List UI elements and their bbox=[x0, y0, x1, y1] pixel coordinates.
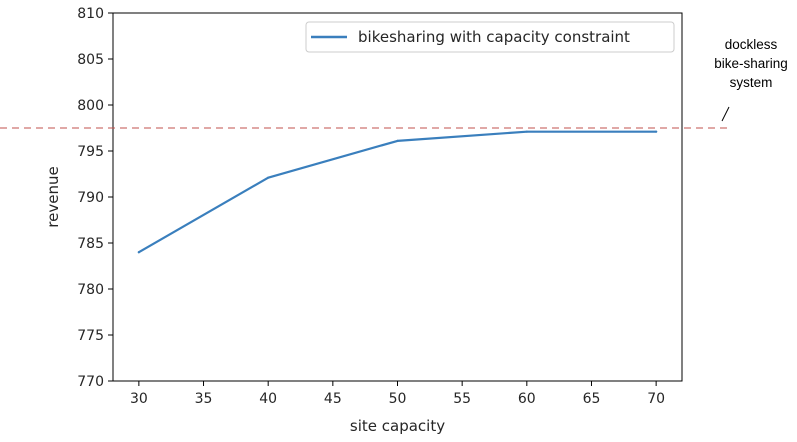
annotation-line: bike-sharing bbox=[714, 56, 788, 71]
data-point bbox=[137, 251, 140, 254]
y-tick-label: 780 bbox=[77, 282, 104, 298]
x-tick-label: 65 bbox=[583, 391, 601, 407]
data-point bbox=[525, 130, 528, 133]
x-axis-ticks: 30 35 40 45 50 55 60 65 70 bbox=[130, 381, 665, 407]
annotation-pointer bbox=[721, 106, 730, 122]
legend-box bbox=[305, 21, 675, 53]
data-point bbox=[655, 130, 658, 133]
y-tick-label: 770 bbox=[77, 374, 104, 390]
y-axis-label: revenue bbox=[44, 166, 62, 227]
x-tick-label: 30 bbox=[130, 391, 148, 407]
annotation-line: dockless bbox=[725, 37, 778, 52]
legend: bikesharing with capacity constraint bbox=[305, 21, 675, 53]
data-point bbox=[396, 139, 399, 142]
data-point bbox=[267, 176, 270, 179]
y-tick-label: 810 bbox=[77, 6, 104, 22]
x-axis-label: site capacity bbox=[350, 417, 445, 435]
x-tick-label: 40 bbox=[259, 391, 277, 407]
x-tick-label: 55 bbox=[453, 391, 471, 407]
x-tick-label: 35 bbox=[195, 391, 213, 407]
y-tick-label: 785 bbox=[77, 236, 104, 252]
series-layer bbox=[137, 130, 658, 254]
y-tick-label: 790 bbox=[77, 190, 104, 206]
x-tick-label: 70 bbox=[647, 391, 665, 407]
annotation-dockless-bike-sharing-system: dockless bike-sharing system bbox=[714, 37, 788, 90]
y-tick-label: 775 bbox=[77, 328, 104, 344]
annotation-line: system bbox=[730, 75, 773, 90]
y-tick-label: 800 bbox=[77, 98, 104, 114]
y-tick-label: 805 bbox=[77, 52, 104, 68]
legend-label: bikesharing with capacity constraint bbox=[358, 28, 630, 46]
y-axis-ticks: 770 775 780 785 790 795 800 805 810 bbox=[77, 6, 113, 390]
plot-frame bbox=[112, 12, 683, 382]
x-tick-label: 50 bbox=[389, 391, 407, 407]
y-tick-label: 795 bbox=[77, 144, 104, 160]
x-tick-label: 45 bbox=[324, 391, 342, 407]
x-tick-label: 60 bbox=[518, 391, 536, 407]
